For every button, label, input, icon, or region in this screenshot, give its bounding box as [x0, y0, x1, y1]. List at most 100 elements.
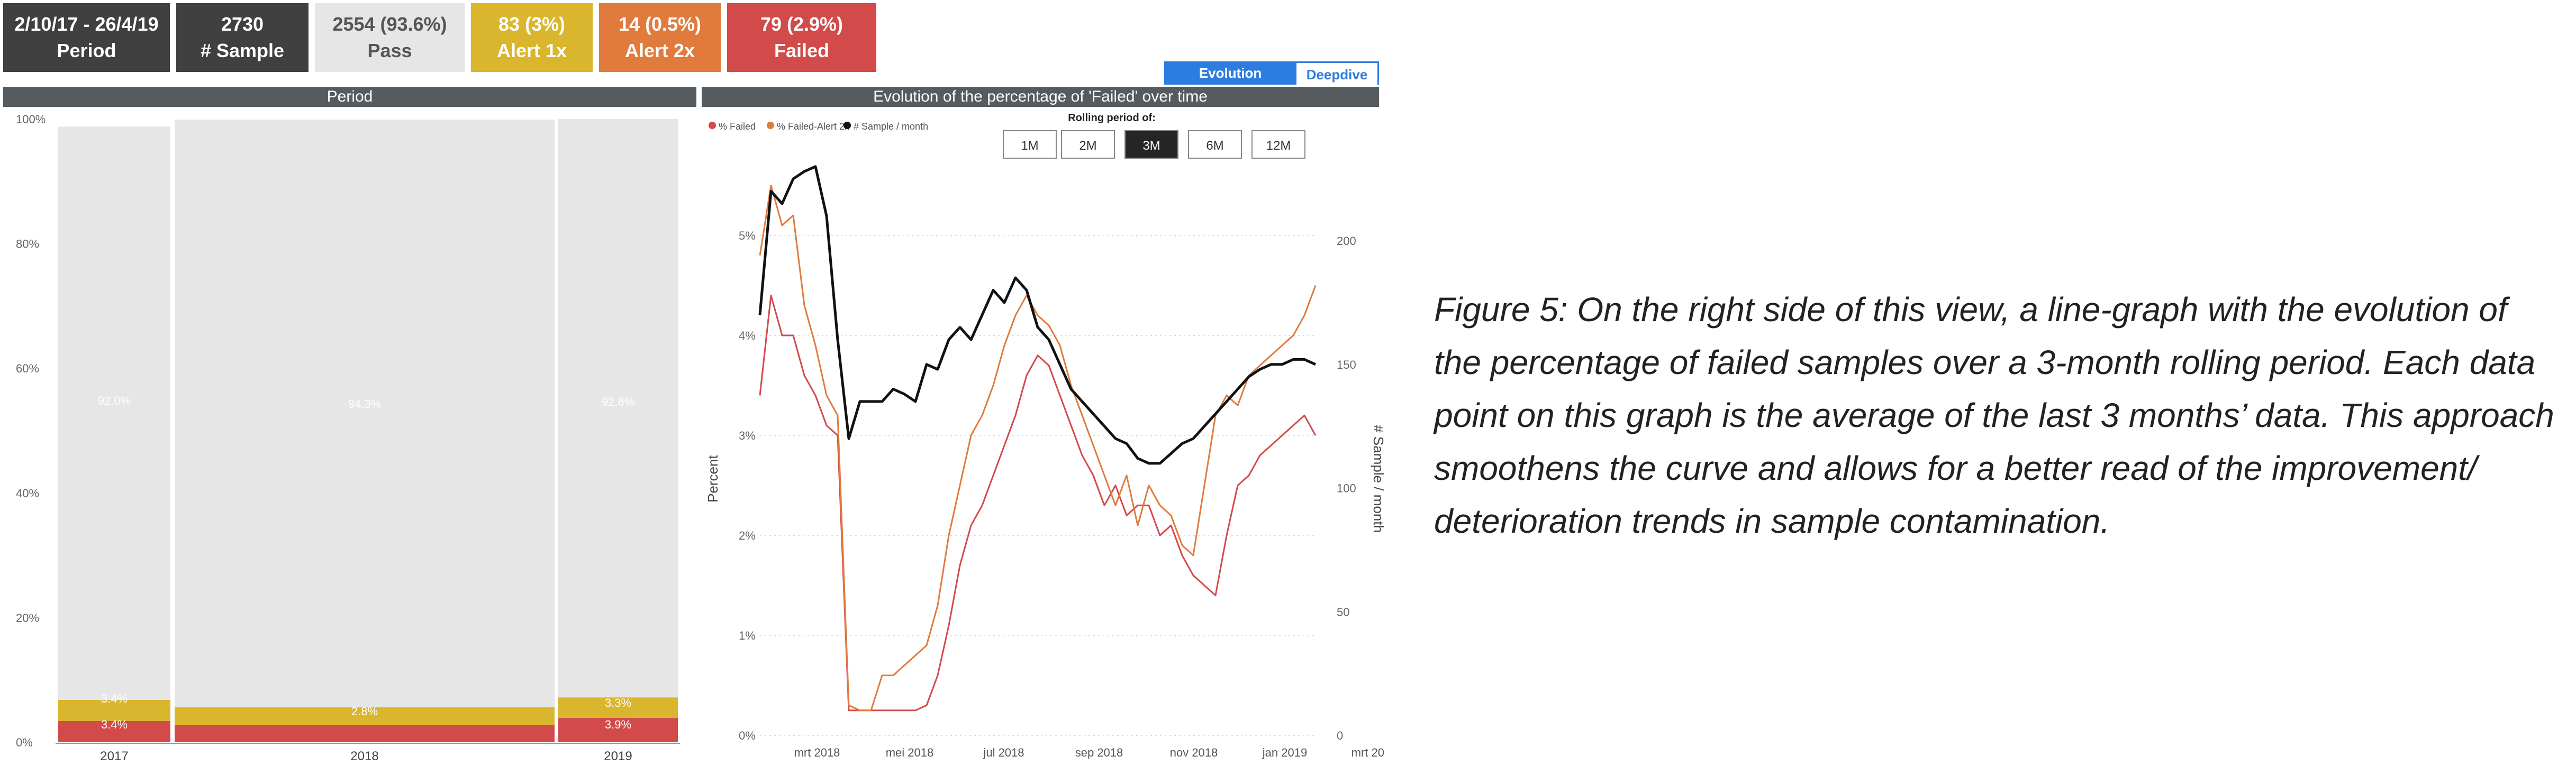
y-axis-title: Percent	[705, 454, 721, 502]
legend-marker	[843, 122, 851, 129]
x-tick-label: mei 2018	[886, 746, 934, 759]
rolling-option-box	[1061, 130, 1115, 159]
rolling-option-box	[1003, 130, 1057, 159]
x-tick-label: mrt 2018	[794, 746, 840, 759]
kpi-failed-label: Failed	[774, 40, 830, 61]
x-tick-label: 2017	[100, 749, 128, 763]
legend-label: # Sample / month	[854, 121, 928, 132]
kpi-sample-card[interactable]: 2730 # Sample	[176, 3, 309, 72]
rolling-period-label: Rolling period of:	[1068, 112, 1156, 124]
y2-tick-label: 150	[1337, 358, 1356, 371]
rolling-option-label: 1M	[1021, 139, 1038, 153]
rolling-option-2m[interactable]: 2M	[1061, 130, 1115, 159]
bar-segment	[558, 697, 678, 718]
y-tick-label: 0%	[739, 729, 756, 742]
kpi-alert1-value: 83 (3%)	[498, 13, 566, 35]
bar-segment	[175, 120, 555, 708]
failed-evolution-line-chart: 0% 1% 2% 3% 4% 5% 0 50 100 150 200 Percent # Sample …	[705, 112, 1384, 759]
right-section-title: Evolution of the percentage of 'Failed' …	[702, 87, 1379, 107]
rolling-option-3m[interactable]: 3M	[1124, 130, 1178, 159]
legend-label: % Failed	[719, 121, 756, 132]
kpi-pass-value: 2554 (93.6%)	[332, 13, 447, 35]
bar-segment	[175, 707, 555, 725]
kpi-failed-value: 79 (2.9%)	[760, 13, 843, 35]
caption-line-3: point on this graph is the average of th…	[1434, 396, 2554, 434]
y-tick-label: 100%	[16, 113, 46, 126]
rolling-option-box	[1251, 130, 1305, 159]
series-line	[758, 165, 1317, 465]
bar-segment	[58, 126, 170, 700]
bar-segment	[558, 718, 678, 742]
data-label: 3.4%	[101, 718, 128, 731]
y-tick-label: 80%	[16, 238, 39, 251]
kpi-sample-label: # Sample	[200, 40, 285, 61]
bar-segment	[558, 119, 678, 698]
rolling-option-12m[interactable]: 12M	[1251, 130, 1305, 159]
legend-label: % Failed-Alert 2x	[777, 121, 849, 132]
y-tick-label: 0%	[16, 736, 33, 749]
y-tick-label: 4%	[739, 329, 756, 342]
bar-segment	[175, 725, 555, 742]
y-tick-label: 5%	[739, 229, 756, 242]
series-line	[759, 294, 1317, 712]
kpi-sample-value: 2730	[221, 13, 264, 35]
y2-tick-label: 200	[1337, 234, 1356, 248]
left-section-title: Period	[3, 87, 696, 107]
kpi-alert1-card[interactable]: 83 (3%) Alert 1x	[471, 3, 593, 72]
kpi-pass-card[interactable]: 2554 (93.6%) Pass	[315, 3, 465, 72]
y-tick-label: 2%	[739, 529, 756, 542]
kpi-period-label: Period	[57, 40, 116, 61]
rolling-option-box	[1188, 130, 1242, 159]
rolling-option-box	[1124, 130, 1178, 159]
kpi-period-value: 2/10/17 - 26/4/19	[14, 13, 159, 35]
bar-segment	[58, 721, 170, 742]
y2-tick-label: 100	[1337, 482, 1356, 495]
rolling-option-label: 6M	[1206, 139, 1223, 153]
x-tick-label: mrt 2019	[1352, 746, 1384, 759]
data-label: 92.0%	[98, 394, 131, 407]
tab-evolution[interactable]: Evolution	[1164, 61, 1296, 85]
caption-line-4: smoothens the curve and allows for a bet…	[1434, 449, 2477, 487]
kpi-row: 2/10/17 - 26/4/19 Period 2730 # Sample 2…	[3, 3, 876, 72]
x-tick-label: sep 2018	[1075, 746, 1123, 759]
figure-caption: Figure 5: On the right side of this view…	[1434, 283, 2566, 548]
series-line	[759, 185, 1317, 712]
legend-marker	[709, 122, 716, 129]
legend-marker	[767, 122, 774, 129]
rolling-option-6m[interactable]: 6M	[1188, 130, 1242, 159]
data-label: 2.8%	[351, 705, 378, 718]
data-label: 3.3%	[605, 696, 631, 709]
y-tick-label: 1%	[739, 629, 756, 642]
caption-line-5: deterioration trends in sample contamina…	[1434, 502, 2110, 540]
y2-tick-label: 50	[1337, 605, 1349, 618]
data-label: 92.8%	[602, 395, 634, 408]
x-tick-label: 2019	[604, 749, 632, 763]
y-tick-label: 40%	[16, 487, 39, 500]
x-tick-label: jul 2018	[983, 746, 1024, 759]
kpi-alert2-card[interactable]: 14 (0.5%) Alert 2x	[599, 3, 721, 72]
data-label: 3.4%	[101, 692, 128, 705]
rolling-option-label: 3M	[1142, 139, 1160, 153]
x-tick-label: 2018	[350, 749, 378, 763]
kpi-period-card[interactable]: 2/10/17 - 26/4/19 Period	[3, 3, 170, 72]
rolling-option-1m[interactable]: 1M	[1003, 130, 1057, 159]
bar-segment	[58, 699, 170, 721]
kpi-failed-card[interactable]: 79 (2.9%) Failed	[727, 3, 876, 72]
caption-line-1: Figure 5: On the right side of this view…	[1434, 290, 2507, 329]
y2-axis-title: # Sample / month	[1371, 425, 1384, 533]
y-tick-label: 3%	[739, 429, 756, 442]
kpi-alert1-label: Alert 1x	[496, 40, 567, 61]
rolling-option-label: 2M	[1079, 139, 1096, 153]
period-stacked-bar-chart: 0% 20% 40% 60% 80% 100% 2017 2018 2019 3.4% 3.4% 92…	[16, 113, 680, 763]
rolling-option-label: 12M	[1266, 139, 1291, 153]
tab-deepdive[interactable]: Deepdive	[1296, 61, 1379, 85]
y2-tick-label: 0	[1337, 729, 1343, 742]
kpi-alert2-label: Alert 2x	[624, 40, 695, 61]
kpi-alert2-value: 14 (0.5%)	[618, 13, 702, 35]
kpi-pass-label: Pass	[367, 40, 412, 61]
data-label: 3.9%	[605, 718, 631, 731]
y-tick-label: 20%	[16, 611, 39, 624]
data-label: 94.3%	[348, 397, 381, 411]
x-tick-label: jan 2019	[1262, 746, 1307, 759]
caption-line-2: the percentage of failed samples over a …	[1434, 343, 2536, 381]
